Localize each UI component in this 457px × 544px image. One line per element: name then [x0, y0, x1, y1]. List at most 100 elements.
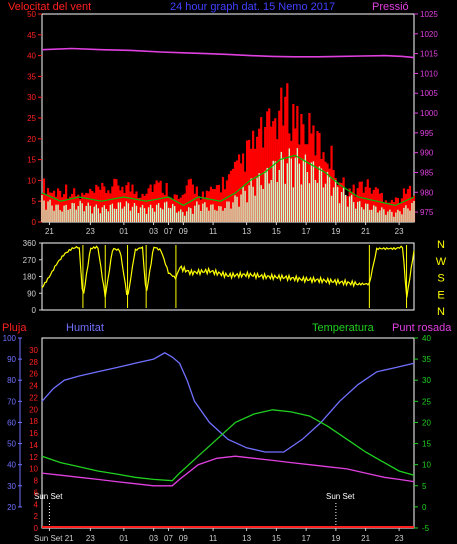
wind-ytick-label: 0 — [32, 218, 37, 227]
humidity-ytick-label: 70 — [7, 397, 16, 406]
temp-ytick-label: 25 — [422, 397, 431, 406]
rain-ytick-label: 0 — [34, 524, 39, 533]
wind-xtick-label: 17 — [302, 227, 311, 236]
wind-ytick-label: 45 — [27, 31, 36, 40]
wind-ytick-label: 15 — [27, 156, 36, 165]
temp-xtick-label: 23 — [86, 534, 95, 543]
wind-direction-line — [41, 245, 415, 298]
wind-xtick-label: 19 — [331, 227, 340, 236]
temp-xtick-label: 17 — [302, 534, 311, 543]
pressure-ytick-label: 1015 — [420, 50, 438, 59]
temp-xtick-label: 23 — [395, 534, 404, 543]
pressure-ytick-label: 985 — [420, 168, 434, 177]
wind-ytick-label: 25 — [27, 114, 36, 123]
wind-avg-line — [41, 154, 415, 207]
rain-ytick-label: 12 — [29, 453, 38, 462]
temp-ytick-label: 30 — [422, 376, 431, 385]
rain-ytick-label: 4 — [34, 500, 39, 509]
sunset-annotation-1: Sun Set — [34, 492, 63, 501]
wind-xtick-label: 21 — [361, 227, 370, 236]
humidity-ytick-label: 100 — [3, 334, 17, 343]
direction-ytick-label: 90 — [27, 289, 36, 298]
rain-ytick-label: 20 — [29, 405, 38, 414]
pressure-ytick-label: 1000 — [420, 109, 438, 118]
direction-ytick-label: 360 — [23, 239, 37, 248]
rain-ytick-label: 22 — [29, 393, 38, 402]
wind-xtick-label: 23 — [395, 227, 404, 236]
wind-ytick-label: 10 — [27, 176, 36, 185]
wind-ytick-label: 50 — [27, 10, 36, 19]
wind-xtick-label: 13 — [242, 227, 251, 236]
temp-ytick-label: 20 — [422, 418, 431, 427]
temperature-line — [41, 409, 415, 482]
rain-label: Pluja — [2, 322, 27, 334]
pressure-ytick-label: 1020 — [420, 30, 438, 39]
pressure-ytick-label: 980 — [420, 188, 434, 197]
temp-xtick-label: 21 — [361, 534, 370, 543]
humidity-ytick-label: 90 — [7, 355, 16, 364]
wind-ytick-label: 20 — [27, 135, 36, 144]
direction-ytick-label: 270 — [23, 256, 37, 265]
wind-xtick-label: 15 — [272, 227, 281, 236]
rain-ytick-label: 16 — [29, 429, 38, 438]
temp-xtick-label: 19 — [331, 534, 340, 543]
rain-ytick-label: 24 — [29, 382, 38, 391]
rain-ytick-label: 10 — [29, 465, 38, 474]
pressure-ytick-label: 990 — [420, 149, 434, 158]
dewpoint-label: Punt rosada — [392, 322, 452, 334]
temp-xtick-label: Sun Set 21 — [34, 534, 74, 543]
sunset-annotation-2: Sun Set — [326, 492, 355, 501]
pressure-ytick-label: 1005 — [420, 89, 438, 98]
direction-ytick-label: 180 — [23, 273, 37, 282]
humidity-line — [41, 352, 415, 453]
temp-ytick-label: 5 — [422, 482, 427, 491]
compass-label: N — [437, 239, 445, 251]
temp-xtick-label: 09 — [179, 534, 188, 543]
temp-ytick-label: 40 — [422, 334, 431, 343]
temp-ytick-label: 10 — [422, 461, 431, 470]
wind-xtick-label: 03 — [149, 227, 158, 236]
rain-ytick-label: 28 — [29, 358, 38, 367]
humidity-ytick-label: 50 — [7, 440, 16, 449]
wind-ytick-label: 30 — [27, 93, 36, 102]
wind-xtick-label: 07 — [164, 227, 173, 236]
wind-xtick-label: 23 — [86, 227, 95, 236]
wind-ytick-label: 40 — [27, 52, 36, 61]
wind-speed-label: Velocitat del vent — [8, 1, 91, 13]
humidity-label: Humitat — [66, 322, 104, 334]
pressure-ytick-label: 1025 — [420, 10, 438, 19]
direction-ytick-label: 0 — [32, 306, 37, 315]
rain-ytick-label: 8 — [34, 477, 39, 486]
humidity-ytick-label: 80 — [7, 376, 16, 385]
pressure-line — [41, 47, 415, 59]
rain-ytick-label: 6 — [34, 488, 39, 497]
wind-gust-bars — [40, 83, 416, 222]
rain-ytick-label: 30 — [29, 346, 38, 355]
rain-ytick-label: 18 — [29, 417, 38, 426]
wind-ytick-label: 5 — [32, 197, 37, 206]
humidity-ytick-label: 20 — [7, 503, 16, 512]
rain-ytick-label: 14 — [29, 441, 38, 450]
rain-ytick-label: 2 — [34, 512, 39, 521]
wind-xtick-label: 09 — [179, 227, 188, 236]
temp-xtick-label: 13 — [242, 534, 251, 543]
graph-title: 24 hour graph dat. 15 Nemo 2017 — [170, 1, 335, 13]
dewpoint-line — [41, 455, 415, 487]
humidity-ytick-label: 40 — [7, 461, 16, 470]
wind-xtick-label: 21 — [45, 227, 54, 236]
temp-xtick-label: 15 — [272, 534, 281, 543]
wind-xtick-label: 01 — [119, 227, 128, 236]
temp-xtick-label: 07 — [164, 534, 173, 543]
pressure-ytick-label: 995 — [420, 129, 434, 138]
compass-label: N — [437, 306, 445, 318]
rain-ytick-label: 26 — [29, 370, 38, 379]
pressure-label: Pressió — [372, 1, 409, 13]
compass-label: W — [436, 256, 447, 268]
wind-ytick-label: 35 — [27, 72, 36, 81]
temp-ytick-label: 35 — [422, 355, 431, 364]
temperature-label: Temperatura — [312, 322, 375, 334]
compass-label: E — [437, 289, 444, 301]
wind-xtick-label: 11 — [209, 227, 218, 236]
pressure-ytick-label: 1010 — [420, 69, 438, 78]
